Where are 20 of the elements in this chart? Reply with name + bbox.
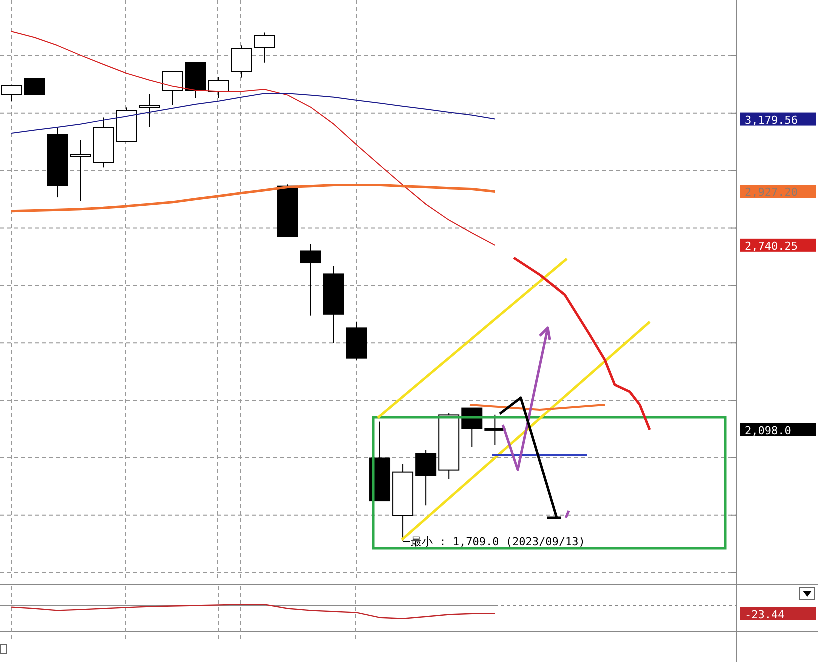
- candlestick: [208, 76, 230, 99]
- candlestick: [416, 450, 437, 506]
- line-series: [11, 31, 496, 246]
- candlestick: [300, 244, 322, 316]
- candlestick: [231, 45, 252, 78]
- candlestick: [70, 140, 92, 202]
- candlestick: [254, 32, 276, 64]
- line-series: [10, 184, 496, 213]
- y-tick-label: 2,927.20: [745, 186, 798, 200]
- candlestick: [139, 94, 160, 128]
- candlestick: [1, 85, 22, 102]
- y-tick-label: 2,098.0: [745, 424, 792, 438]
- candlestick: [484, 414, 506, 446]
- annotation: 最小 : 1,709.0 (2023/09/13): [411, 536, 586, 549]
- y-tick-label: 2,740.25: [745, 240, 798, 253]
- candlestick: [162, 71, 184, 106]
- candlestick: [24, 78, 46, 96]
- text: -23.44: [745, 608, 786, 622]
- line-series: [11, 93, 496, 134]
- y-tick-label: 3,179.56: [745, 114, 798, 127]
